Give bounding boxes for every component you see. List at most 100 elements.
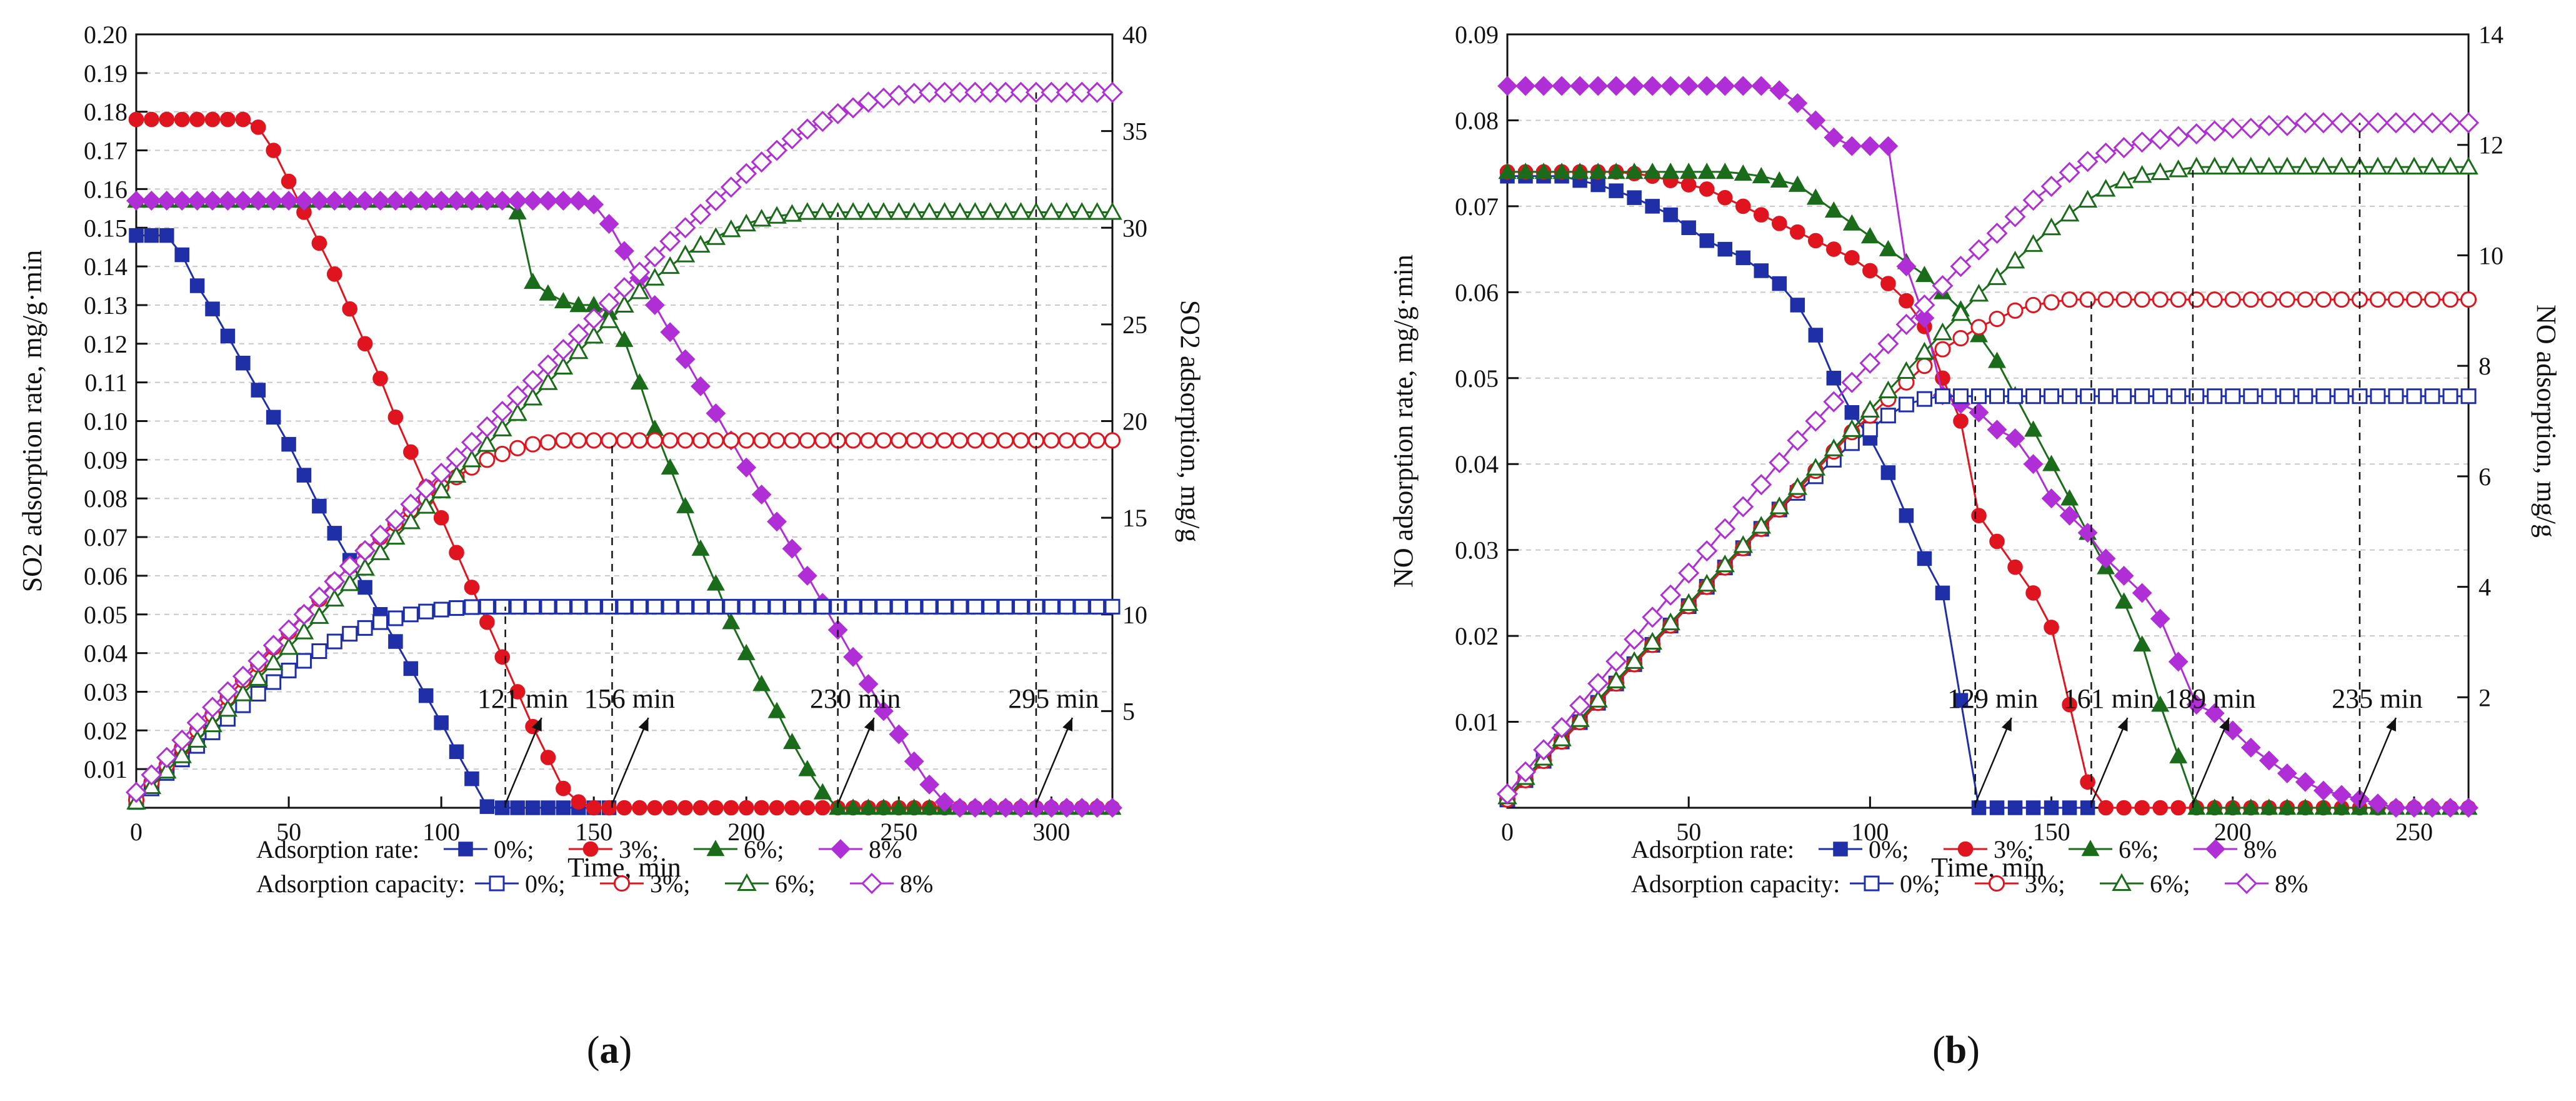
data-point xyxy=(904,751,924,772)
data-point xyxy=(248,668,268,686)
data-point xyxy=(675,349,696,370)
data-point xyxy=(767,701,786,718)
data-point xyxy=(1899,293,1914,309)
data-point xyxy=(845,598,861,615)
data-point xyxy=(616,598,632,615)
data-point xyxy=(141,776,162,795)
data-point xyxy=(1787,93,1808,113)
data-point xyxy=(1074,432,1091,449)
data-point xyxy=(769,800,785,816)
data-point xyxy=(2062,388,2078,405)
data-point xyxy=(540,598,556,615)
data-point xyxy=(2186,695,2207,715)
data-point xyxy=(691,376,711,396)
y-right-tick-label: 8 xyxy=(2479,352,2491,380)
data-point xyxy=(1750,474,1772,496)
data-point xyxy=(2406,388,2422,405)
data-point xyxy=(1772,276,1787,291)
data-point xyxy=(645,268,665,286)
x-tick-label: 0 xyxy=(130,818,142,846)
data-point xyxy=(1969,283,1989,302)
data-point xyxy=(1917,551,1932,566)
data-point xyxy=(691,539,710,556)
data-point xyxy=(1787,477,1808,495)
annotation-label: 235 min xyxy=(2332,683,2422,714)
data-point xyxy=(2024,420,2043,437)
data-point xyxy=(2168,651,2189,672)
data-point xyxy=(1624,651,1644,669)
data-point xyxy=(370,191,391,211)
legend: Adsorption rate: 0%; 3%; 6%; 8%Adsorption ca… xyxy=(1631,835,2308,898)
data-point xyxy=(782,733,801,750)
data-point xyxy=(707,432,724,449)
x-tick-label: 50 xyxy=(1676,818,1701,846)
data-point xyxy=(1552,76,1572,96)
data-point xyxy=(614,294,634,313)
data-point xyxy=(1860,400,1880,418)
y-right-tick-label: 4 xyxy=(2479,573,2491,601)
data-point xyxy=(584,326,604,344)
y-right-tick-label: 10 xyxy=(2479,241,2504,269)
data-point xyxy=(644,246,666,268)
annotation-arrow xyxy=(504,717,542,805)
data-point xyxy=(2060,489,2079,506)
annotation-arrow xyxy=(1035,717,1074,805)
y-axis-left: 0.01 0.02 0.03 0.04 0.05 0.06 0.07 0.08 0.09 0.10… xyxy=(84,21,147,783)
data-point xyxy=(2260,291,2277,308)
data-point xyxy=(692,432,709,449)
data-point xyxy=(1790,298,1805,313)
annotation-arrow xyxy=(2359,717,2397,805)
data-point xyxy=(247,650,269,671)
data-point xyxy=(1914,341,1935,360)
data-point xyxy=(1971,800,1987,815)
y-left-tick-label: 0.02 xyxy=(1455,622,1499,650)
x-tick-label: 100 xyxy=(1851,818,1889,846)
data-point xyxy=(766,139,788,161)
data-point xyxy=(552,339,574,361)
data-point xyxy=(2132,165,2152,183)
data-point xyxy=(1895,313,1917,335)
data-point xyxy=(1056,798,1077,818)
legend: Adsorption rate: 0%; 3%; 6%; 8%Adsorption ca… xyxy=(256,835,933,898)
legend-marker xyxy=(489,875,505,892)
data-point xyxy=(631,598,647,615)
data-point xyxy=(784,800,800,816)
legend-marker xyxy=(2205,839,2225,859)
data-point xyxy=(874,202,894,220)
data-point xyxy=(997,432,1014,449)
data-point xyxy=(631,432,648,449)
data-point xyxy=(571,598,587,615)
data-point xyxy=(1968,239,1990,261)
data-point xyxy=(172,191,192,211)
data-point xyxy=(524,436,541,453)
data-point xyxy=(433,601,449,618)
data-point xyxy=(461,431,482,453)
data-point xyxy=(798,760,817,777)
legend-label: 8% xyxy=(2244,835,2277,863)
data-point xyxy=(2115,291,2132,308)
data-point xyxy=(1880,276,1896,291)
data-point xyxy=(738,432,755,449)
data-point xyxy=(1570,163,1589,179)
data-point xyxy=(2150,162,2170,180)
data-point xyxy=(1826,371,1842,386)
data-point xyxy=(601,432,617,449)
annotations: 121 min 156 min 230 min 295 min xyxy=(477,92,1099,808)
data-point xyxy=(845,432,862,449)
data-point xyxy=(2242,798,2260,815)
data-point xyxy=(843,202,863,220)
y-left-tick-label: 0.12 xyxy=(84,330,127,358)
data-point xyxy=(509,684,526,700)
data-point xyxy=(479,451,496,468)
data-point xyxy=(677,432,694,449)
data-point xyxy=(1952,388,1969,405)
annotation-arrowhead xyxy=(1062,718,1073,731)
data-point xyxy=(1970,388,1987,405)
data-point xyxy=(262,635,284,656)
data-point xyxy=(2043,294,2060,311)
data-point xyxy=(446,191,467,211)
data-point xyxy=(1642,631,1662,650)
y-right-tick-label: 14 xyxy=(2479,21,2504,49)
legend-marker xyxy=(582,841,599,857)
data-point xyxy=(812,111,834,133)
